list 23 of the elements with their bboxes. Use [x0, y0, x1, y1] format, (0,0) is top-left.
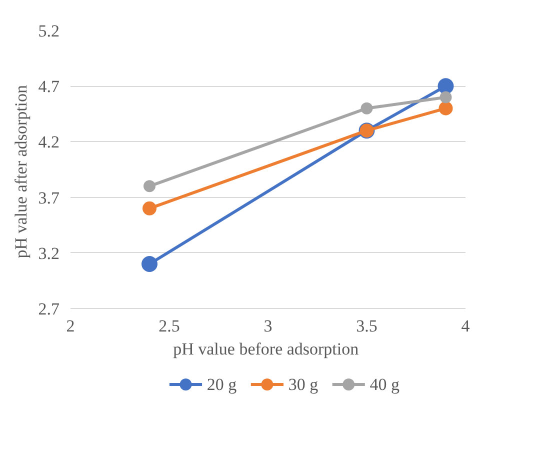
- x-tick-label: 3: [264, 316, 272, 336]
- point: [438, 101, 453, 116]
- legend-label: 40 g: [370, 375, 400, 394]
- point: [360, 102, 373, 114]
- point: [142, 201, 156, 216]
- x-tick-label: 2.5: [158, 316, 180, 336]
- y-axis-title: pH value after adsorption: [11, 84, 30, 258]
- x-axis-title: pH value before adsorption: [173, 340, 360, 358]
- x-tick-label: 4: [461, 316, 470, 336]
- x-tick-label: 3.5: [356, 316, 378, 336]
- legend-label: 30 g: [288, 375, 319, 394]
- legend-label: 20 g: [206, 375, 238, 394]
- point: [144, 180, 156, 192]
- point: [142, 256, 158, 272]
- x-tick-label: 2: [66, 316, 75, 336]
- y-tick-label: 3.2: [38, 244, 60, 263]
- y-tick-label: 4.2: [38, 132, 60, 152]
- point: [438, 78, 454, 94]
- y-tick-label: 3.7: [38, 188, 60, 208]
- y-tick-label: 5.2: [38, 22, 60, 40]
- y-tick-label: 2.7: [38, 300, 60, 318]
- point: [440, 91, 452, 104]
- y-tick-label: 4.7: [38, 77, 60, 96]
